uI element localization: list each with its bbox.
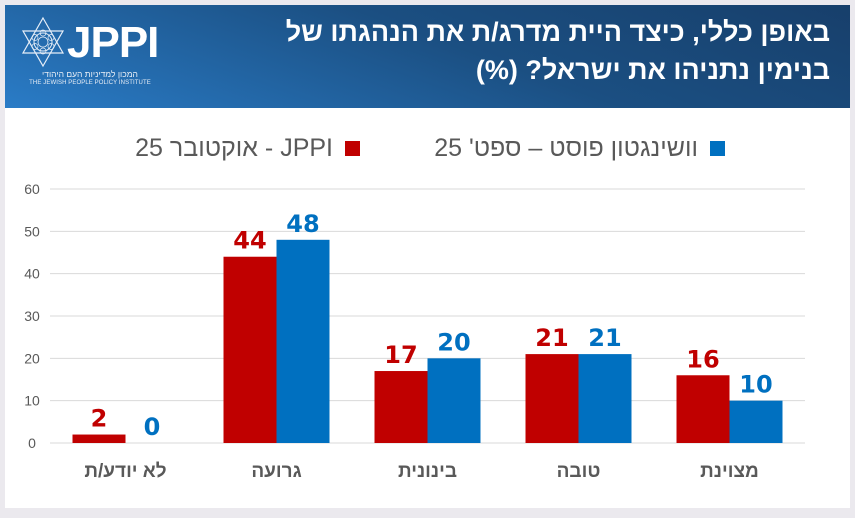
bar-wapo xyxy=(729,400,783,443)
x-category-label: בינונית xyxy=(398,461,457,482)
legend-swatch-jppi xyxy=(345,140,360,156)
legend-swatch-wapo xyxy=(710,140,725,156)
data-label: 48 xyxy=(286,210,319,238)
data-label: 0 xyxy=(144,413,161,441)
data-label: 44 xyxy=(233,227,266,255)
y-tick-label: 60 xyxy=(24,181,40,197)
data-label: 17 xyxy=(384,341,417,369)
y-tick-label: 20 xyxy=(24,350,40,366)
bar-wapo xyxy=(276,239,330,443)
data-label: 10 xyxy=(739,371,772,399)
logo-hebrew-subtitle: המכון למדיניות העם היהודי xyxy=(42,69,138,79)
bar-jppi xyxy=(223,256,277,443)
bar-wapo xyxy=(427,358,481,443)
legend: וושינגטון פוסט – ספט' 25 JPPI - אוקטובר … xyxy=(5,131,850,165)
title-line-2: בנימין נתניהו את ישראל? (%) xyxy=(475,55,830,85)
legend-label-wapo: וושינגטון פוסט – ספט' 25 xyxy=(434,133,698,162)
star-of-david-icon xyxy=(21,16,65,68)
logo-wordmark: JPPI xyxy=(67,18,159,67)
bar-jppi xyxy=(72,434,126,443)
header-banner: JPPI המכון למדיניות העם היהודי THE JEWIS… xyxy=(5,5,850,108)
legend-label-jppi: JPPI - אוקטובר 25 xyxy=(135,133,333,162)
legend-item-jppi: JPPI - אוקטובר 25 xyxy=(135,131,360,165)
data-label: 20 xyxy=(437,328,470,356)
bar-jppi xyxy=(374,371,428,443)
data-label: 21 xyxy=(535,324,568,352)
y-tick-label: 50 xyxy=(24,223,40,239)
logo-english-subtitle: THE JEWISH PEOPLE POLICY INSTITUTE xyxy=(29,80,151,86)
x-category-label: גרועה xyxy=(251,461,301,482)
x-category-label: טובה xyxy=(557,461,601,482)
legend-item-wapo: וושינגטון פוסט – ספט' 25 xyxy=(434,131,725,165)
bar-wapo xyxy=(578,354,632,443)
bar-jppi xyxy=(525,354,579,443)
x-category-label: מצוינת xyxy=(700,461,759,482)
bar-jppi xyxy=(676,375,730,443)
chart-title: באופן כללי, כיצד היית מדרג/ת את הנהגתו ש… xyxy=(230,13,830,89)
data-label: 21 xyxy=(588,324,621,352)
y-tick-label: 0 xyxy=(28,435,36,451)
chart-frame: JPPI המכון למדיניות העם היהודי THE JEWIS… xyxy=(5,5,850,508)
y-tick-label: 10 xyxy=(24,393,40,409)
data-label: 16 xyxy=(686,345,719,373)
y-tick-label: 30 xyxy=(24,308,40,324)
data-label: 2 xyxy=(91,405,108,433)
jppi-logo: JPPI המכון למדיניות העם היהודי THE JEWIS… xyxy=(17,13,167,98)
y-tick-label: 40 xyxy=(24,266,40,282)
x-category-label: לא יודע/ת xyxy=(84,461,166,482)
title-line-1: באופן כללי, כיצד היית מדרג/ת את הנהגתו ש… xyxy=(285,17,830,47)
